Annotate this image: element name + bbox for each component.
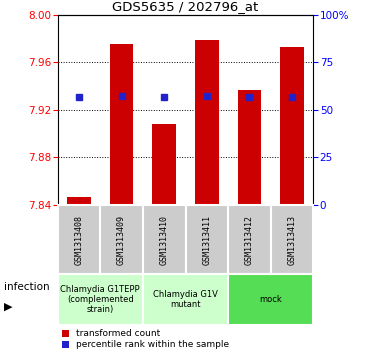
Text: GSM1313412: GSM1313412 — [245, 215, 254, 265]
Bar — [152, 124, 176, 205]
Bar — [143, 205, 186, 274]
Text: GSM1313410: GSM1313410 — [160, 215, 169, 265]
Bar — [67, 197, 91, 205]
Bar — [280, 47, 304, 205]
Bar — [186, 205, 228, 274]
Text: ▶: ▶ — [4, 302, 12, 312]
Text: Chlamydia G1TEPP
(complemented
strain): Chlamydia G1TEPP (complemented strain) — [60, 285, 140, 314]
Legend: transformed count, percentile rank within the sample: transformed count, percentile rank withi… — [62, 329, 230, 349]
Bar — [100, 205, 143, 274]
Text: GSM1313409: GSM1313409 — [117, 215, 126, 265]
Title: GDS5635 / 202796_at: GDS5635 / 202796_at — [112, 0, 259, 13]
Text: GSM1313408: GSM1313408 — [74, 215, 83, 265]
Bar — [228, 205, 271, 274]
Text: GSM1313411: GSM1313411 — [202, 215, 211, 265]
Bar — [195, 40, 219, 205]
Text: infection: infection — [4, 282, 49, 292]
Bar — [143, 274, 228, 325]
Text: GSM1313413: GSM1313413 — [288, 215, 297, 265]
Bar — [110, 44, 133, 205]
Text: Chlamydia G1V
mutant: Chlamydia G1V mutant — [153, 290, 218, 309]
Bar — [228, 274, 313, 325]
Text: mock: mock — [259, 295, 282, 304]
Bar — [238, 90, 261, 205]
Bar — [58, 205, 100, 274]
Bar — [271, 205, 313, 274]
Bar — [58, 274, 143, 325]
